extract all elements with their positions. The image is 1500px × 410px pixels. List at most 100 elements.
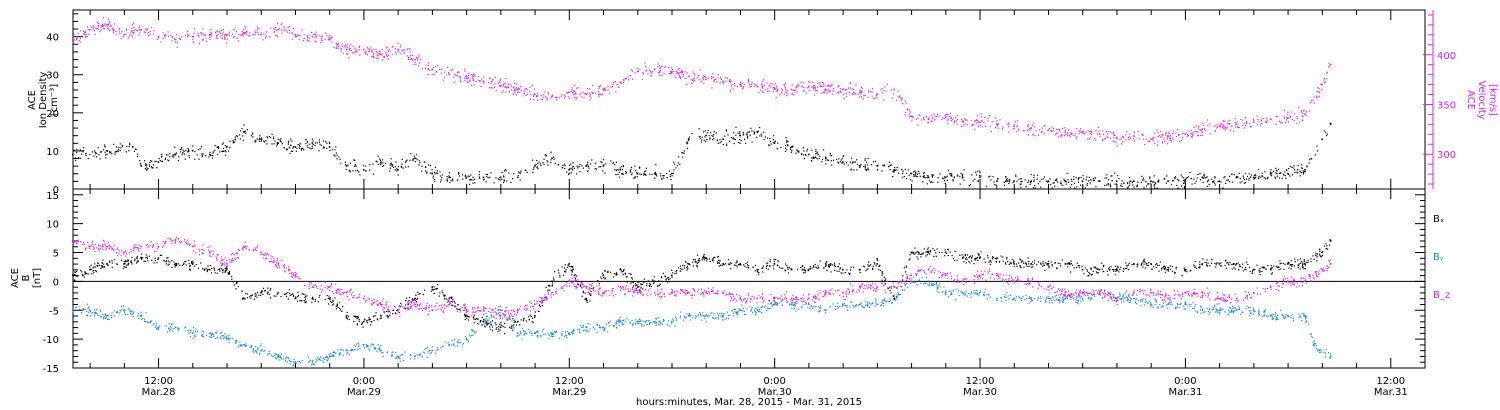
density-point	[119, 143, 121, 145]
density-point	[1301, 164, 1303, 166]
velocity-point	[329, 34, 331, 36]
by-point	[193, 327, 195, 329]
by-point	[1059, 296, 1061, 298]
density-point	[932, 174, 934, 176]
density-point	[1294, 171, 1296, 173]
velocity-point	[612, 85, 614, 88]
bx-point	[174, 263, 177, 265]
velocity-point	[371, 50, 373, 52]
velocity-point	[1070, 133, 1072, 135]
by-point	[572, 332, 574, 334]
density-point	[406, 159, 408, 161]
velocity-point	[375, 48, 377, 50]
density-point	[173, 154, 175, 156]
by-point	[1087, 294, 1089, 297]
by-point	[867, 304, 869, 306]
velocity-point	[355, 51, 357, 53]
density-point	[952, 180, 954, 182]
velocity-point	[344, 45, 346, 47]
density-point	[1202, 177, 1204, 179]
by-point	[1018, 295, 1020, 297]
by-point	[1284, 316, 1286, 318]
velocity-point	[897, 96, 899, 98]
density-point	[1255, 174, 1257, 176]
density-point	[802, 147, 804, 149]
velocity-point	[551, 95, 553, 98]
velocity-point	[582, 91, 584, 93]
density-point	[1068, 181, 1070, 183]
density-point	[158, 158, 160, 160]
velocity-point	[1202, 122, 1204, 124]
by-point	[243, 343, 245, 346]
by-point	[1220, 307, 1222, 309]
by-point	[1010, 295, 1012, 297]
density-point	[1275, 172, 1277, 174]
by-point	[110, 316, 113, 318]
velocity-point	[382, 59, 384, 61]
by-point	[983, 291, 985, 294]
density-point	[425, 170, 427, 172]
velocity-point	[1127, 136, 1129, 138]
velocity-point	[1106, 133, 1108, 135]
by-point	[925, 276, 928, 279]
density-point	[716, 139, 718, 141]
velocity-point	[101, 25, 103, 27]
velocity-point	[572, 90, 575, 92]
by-point	[674, 316, 676, 318]
density-point	[1086, 176, 1088, 178]
velocity-point	[328, 38, 331, 41]
density-point	[280, 141, 282, 143]
by-point	[768, 308, 770, 310]
by-point	[1028, 297, 1030, 299]
by-point	[216, 330, 218, 332]
density-point	[407, 166, 409, 168]
by-point	[584, 329, 586, 331]
velocity-point	[970, 120, 972, 122]
density-point	[732, 137, 734, 139]
by-point	[288, 359, 290, 361]
by-point	[333, 352, 335, 354]
velocity-point	[1153, 137, 1155, 139]
velocity-point	[1245, 125, 1247, 127]
velocity-point	[1018, 129, 1020, 132]
velocity-point	[184, 35, 187, 37]
density-point	[1301, 168, 1303, 170]
velocity-point	[247, 35, 249, 37]
by-point	[1077, 301, 1079, 303]
velocity-point	[515, 88, 517, 90]
density-point	[768, 144, 770, 146]
velocity-point	[947, 120, 949, 122]
velocity-point	[845, 92, 847, 95]
velocity-point	[996, 125, 998, 127]
velocity-point	[1122, 141, 1124, 143]
density-point	[570, 172, 573, 174]
by-point	[1232, 310, 1235, 312]
density-point	[1020, 181, 1022, 183]
velocity-point	[268, 36, 271, 38]
velocity-point	[474, 74, 476, 76]
velocity-point	[244, 26, 246, 28]
velocity-point	[91, 26, 93, 28]
velocity-point	[162, 32, 164, 34]
velocity-point	[950, 118, 952, 120]
velocity-point	[1291, 118, 1294, 121]
density-point	[688, 136, 691, 138]
velocity-point	[258, 33, 260, 35]
density-point	[923, 175, 925, 177]
velocity-point	[1276, 115, 1278, 117]
by-point	[257, 347, 259, 349]
density-point	[1276, 173, 1278, 175]
velocity-point	[630, 75, 632, 77]
velocity-point	[1112, 140, 1114, 142]
density-point	[1297, 165, 1299, 167]
by-point	[289, 361, 292, 363]
velocity-point	[84, 34, 86, 36]
velocity-point	[1188, 130, 1190, 132]
velocity-point	[225, 33, 227, 35]
velocity-point	[367, 47, 369, 49]
velocity-point	[352, 45, 354, 47]
velocity-point	[853, 91, 855, 93]
density-point	[1165, 182, 1167, 184]
velocity-point	[659, 71, 661, 73]
